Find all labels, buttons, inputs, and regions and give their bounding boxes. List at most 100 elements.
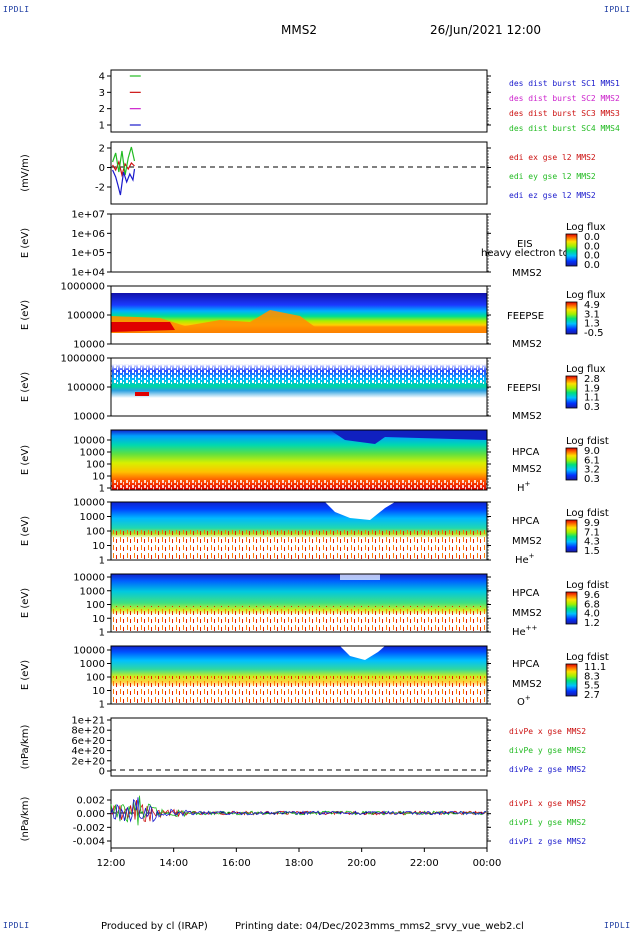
colorbar-tick-label: 1.9 bbox=[584, 383, 600, 394]
panel-hpca-he2: E (eV) 10000 1000 100 10 1 HPCA MMS2 He++ Lo… bbox=[20, 573, 609, 639]
colorbar-tick-label: 4.3 bbox=[584, 537, 600, 548]
y-tick-label: 1 bbox=[99, 121, 105, 132]
colorbar-tick-label: 1.3 bbox=[584, 319, 600, 330]
y-axis-label: E (eV) bbox=[20, 228, 31, 258]
colorbar-tick-label: 1.2 bbox=[584, 618, 600, 629]
y-tick-label: 1000 bbox=[80, 586, 105, 597]
spectrogram-band bbox=[330, 430, 487, 444]
y-tick-label: 1e+05 bbox=[71, 248, 105, 259]
x-tick-label: 20:00 bbox=[347, 858, 376, 869]
corner-label-bottom-left: IPDLI bbox=[3, 921, 30, 930]
legend-entry: des dist burst SC2 MMS2 bbox=[509, 94, 620, 103]
y-tick-label: -0.004 bbox=[73, 837, 105, 848]
y-axis-label: E (eV) bbox=[20, 300, 31, 330]
legend-entry: divPi y gse MMS2 bbox=[509, 818, 586, 827]
legend-entry: divPi z gse MMS2 bbox=[509, 837, 586, 846]
colorbar-tick-label: 4.9 bbox=[584, 300, 600, 311]
colorbar-tick-label: 7.1 bbox=[584, 527, 600, 538]
y-tick-label: 10000 bbox=[73, 498, 105, 509]
panel-frame bbox=[110, 213, 488, 273]
spectrogram-band bbox=[340, 646, 385, 660]
y-tick-label: 100 bbox=[86, 460, 105, 471]
y-tick-label: 10000 bbox=[73, 436, 105, 447]
colorbar-tick-label: 0.0 bbox=[584, 232, 600, 243]
colorbar-title: Log fdist bbox=[566, 436, 609, 447]
panel-edi: (mV/m) 2 0 -2 edi ex gse l2 MMS2 edi ey gse… bbox=[20, 141, 596, 205]
instrument-label: HPCA bbox=[512, 588, 540, 599]
spectrogram-band bbox=[111, 310, 487, 333]
panel-eis: E (eV) 1e+07 1e+06 1e+05 1e+04 EIS heavy el… bbox=[20, 210, 606, 280]
y-tick-label: 3 bbox=[99, 88, 105, 99]
y-tick-label: 10000 bbox=[73, 573, 105, 584]
colorbar-title: Log flux bbox=[566, 290, 606, 301]
legend-entry: divPe z gse MMS2 bbox=[509, 765, 586, 774]
spacecraft-label: MMS2 bbox=[512, 411, 542, 422]
corner-label-top-left: IPDLI bbox=[3, 5, 30, 14]
page-title: MMS2 bbox=[281, 23, 317, 37]
y-tick-label: 10 bbox=[92, 541, 105, 552]
y-tick-label: 2 bbox=[99, 104, 105, 115]
y-axis-label: E (eV) bbox=[20, 660, 31, 690]
footer-filename: mms_mms2_srvy_vue_web2.cl bbox=[370, 921, 524, 932]
colorbar-tick-label: 3.1 bbox=[584, 309, 600, 320]
colorbar-tick-label: 9.9 bbox=[584, 518, 600, 529]
legend-entry: des dist burst SC4 MMS4 bbox=[509, 124, 620, 133]
y-tick-label: 1000000 bbox=[60, 354, 105, 365]
y-tick-label: 0.002 bbox=[76, 796, 105, 807]
series-line bbox=[110, 797, 487, 823]
y-tick-label: 1 bbox=[99, 628, 105, 639]
colorbar-tick-label: 1.5 bbox=[584, 546, 600, 557]
colorbar-tick-label: 6.8 bbox=[584, 599, 600, 610]
spectrogram-noise bbox=[111, 480, 487, 490]
panel-feepse: E (eV) 1000000 100000 10000 FEEPSE MMS2 Lo… bbox=[20, 282, 606, 351]
y-tick-label: 10000 bbox=[73, 340, 105, 351]
y-tick-label: 1e+21 bbox=[71, 716, 105, 727]
time-axis: 12:00 14:00 16:00 18:00 20:00 22:00 00:00 bbox=[97, 848, 501, 869]
colorbar-tick-label: 3.2 bbox=[584, 465, 600, 476]
colorbar-tick-label: 8.3 bbox=[584, 671, 600, 682]
colorbar-tick-label: 6.1 bbox=[584, 455, 600, 466]
series-line bbox=[110, 799, 487, 823]
y-tick-label: 0.000 bbox=[76, 809, 105, 820]
corner-label-top-right: IPDLI bbox=[604, 5, 630, 14]
instrument-label: FEEPSI bbox=[507, 383, 541, 394]
spacecraft-label: MMS2 bbox=[512, 464, 542, 475]
instrument-label: EIS bbox=[517, 239, 533, 250]
y-axis-label: E (eV) bbox=[20, 445, 31, 475]
spacecraft-label: MMS2 bbox=[512, 679, 542, 690]
ion-label: H+ bbox=[517, 480, 531, 494]
y-tick-label: 1000 bbox=[80, 512, 105, 523]
ion-label: He+ bbox=[515, 552, 535, 566]
legend-entry: des dist burst SC1 MMS1 bbox=[509, 79, 620, 88]
ion-label: He++ bbox=[512, 624, 538, 638]
species-label: heavy electron tof bbox=[481, 248, 573, 259]
colorbar-tick-label: 0.3 bbox=[584, 474, 600, 485]
y-tick-label: 10000 bbox=[73, 646, 105, 657]
colorbar-tick-label: 9.6 bbox=[584, 590, 600, 601]
colorbar bbox=[565, 447, 578, 481]
colorbar-tick-label: 2.7 bbox=[584, 690, 600, 701]
spectrogram-noise bbox=[111, 364, 487, 384]
spectrogram-noise bbox=[111, 676, 487, 704]
spacecraft-label: MMS2 bbox=[512, 339, 542, 350]
colorbar-tick-label: 2.8 bbox=[584, 374, 600, 385]
legend-entry: edi ez gse l2 MMS2 bbox=[509, 191, 596, 200]
y-tick-label: 2e+20 bbox=[71, 756, 105, 767]
spectrogram-band bbox=[325, 502, 395, 520]
colorbar-title: Log fdist bbox=[566, 580, 609, 591]
y-tick-label: 100 bbox=[86, 673, 105, 684]
y-tick-label: 1 bbox=[99, 484, 105, 495]
spectrogram-noise bbox=[111, 606, 487, 632]
colorbar bbox=[565, 663, 578, 697]
colorbar-tick-label: 9.0 bbox=[584, 446, 600, 457]
y-tick-label: 1 bbox=[99, 700, 105, 711]
instrument-label: HPCA bbox=[512, 659, 540, 670]
colorbar-tick-label: 0.0 bbox=[584, 251, 600, 262]
legend-entry: des dist burst SC3 MMS3 bbox=[509, 109, 620, 118]
y-axis-label: E (eV) bbox=[20, 516, 31, 546]
series-line bbox=[112, 168, 136, 196]
footer-producer: Produced by cl (IRAP) bbox=[101, 921, 208, 932]
y-tick-label: 1000 bbox=[80, 659, 105, 670]
y-tick-label: 1000 bbox=[80, 448, 105, 459]
